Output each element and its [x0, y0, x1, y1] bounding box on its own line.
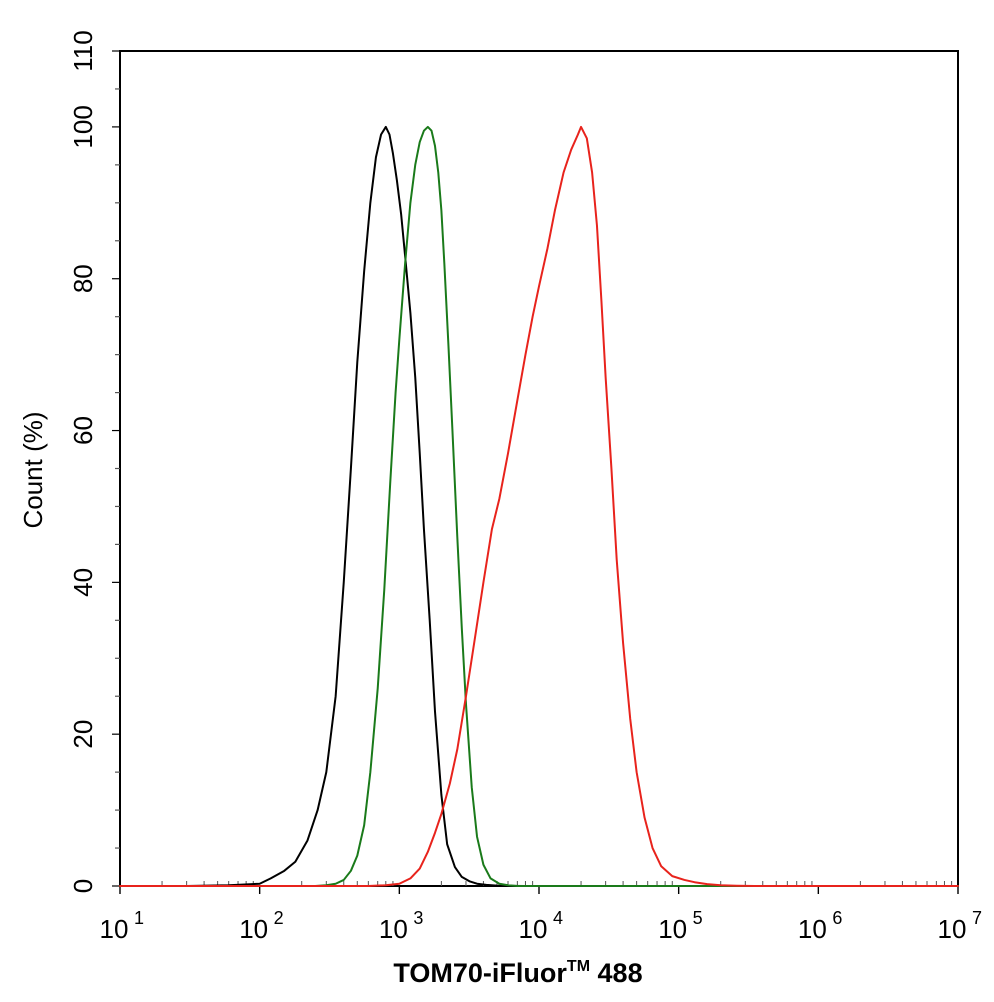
x-tick-exponent: 1 — [134, 908, 144, 928]
x-tick-label: 10 — [239, 914, 268, 944]
x-tick-label: 10 — [100, 914, 129, 944]
x-tick-exponent: 7 — [972, 908, 982, 928]
x-tick-label: 10 — [938, 914, 967, 944]
x-tick-exponent: 6 — [832, 908, 842, 928]
x-axis-ticks: 10 1 10 2 10 3 10 4 10 5 10 6 10 7 — [100, 881, 982, 944]
y-tick-label: 110 — [68, 30, 98, 71]
y-tick-label: 20 — [68, 720, 98, 749]
x-tick-label: 10 — [658, 914, 687, 944]
series-line-2 — [119, 125, 959, 887]
series-line-3 — [119, 125, 959, 887]
x-tick-exponent: 5 — [693, 908, 703, 928]
plot-frame — [119, 50, 959, 887]
x-tick-exponent: 2 — [274, 908, 284, 928]
x-tick-exponent: 3 — [413, 908, 423, 928]
series-layer — [119, 125, 959, 887]
x-tick-label: 10 — [379, 914, 408, 944]
y-tick-label: 40 — [68, 568, 98, 597]
x-axis-title: TOM70-iFluorTM 488 — [393, 958, 642, 988]
y-axis-title: Count (%) — [18, 411, 48, 528]
x-tick-exponent: 4 — [553, 908, 563, 928]
series-line-1 — [119, 125, 959, 887]
x-tick-label: 10 — [798, 914, 827, 944]
y-tick-label: 0 — [68, 879, 98, 893]
x-tick-label: 10 — [519, 914, 548, 944]
y-tick-label: 100 — [68, 105, 98, 148]
y-axis-ticks: 0 20 40 60 80 100 110 — [68, 30, 120, 893]
x-axis-title-tail: 488 — [590, 958, 643, 988]
x-axis-title-main: TOM70-iFluor — [393, 958, 567, 988]
y-tick-label: 80 — [68, 264, 98, 293]
x-axis-title-tm: TM — [567, 958, 590, 975]
y-tick-label: 60 — [68, 416, 98, 445]
